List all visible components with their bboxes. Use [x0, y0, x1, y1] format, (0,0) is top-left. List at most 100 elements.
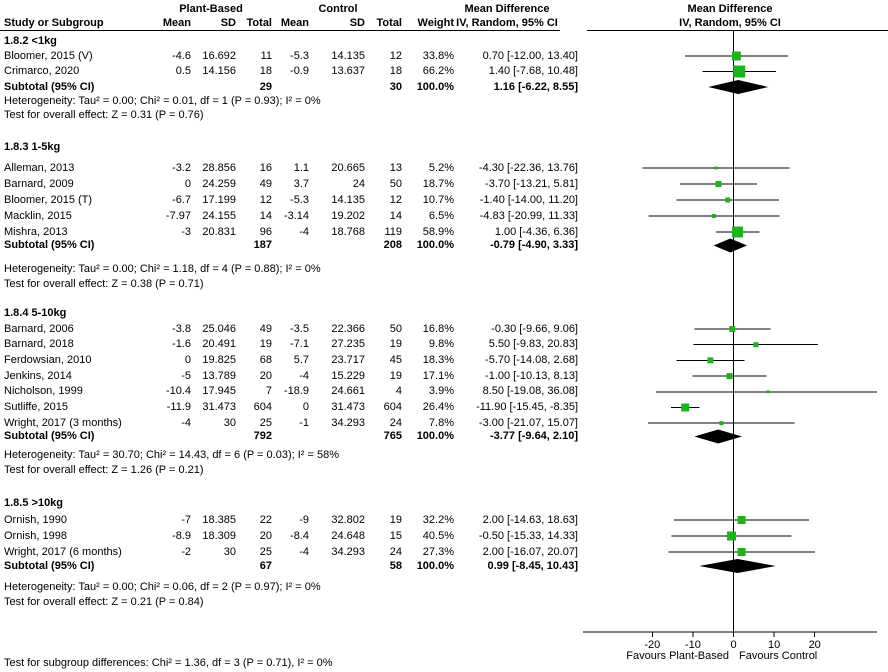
md-ci-text: 1.00 [-4.36, 6.36] — [494, 225, 578, 238]
heterogeneity-row: Heterogeneity: Tau² = 0.00; Chi² = 0.06,… — [0, 580, 888, 595]
subgroup-label: 1.8.3 1-5kg — [4, 140, 61, 153]
c-total: 18 — [389, 65, 402, 77]
pb-total: 12 — [259, 193, 272, 206]
study-name: Ferdowsian, 2010 — [4, 353, 92, 366]
study-row: Ornish, 1990 -7 18.385 22 -9 32.802 19 32.2% 2.0… — [0, 513, 888, 528]
pb-sd: 13.789 — [202, 369, 236, 382]
subtotal-row: Subtotal (95% CI) 187 208 100.0% -0.79 [-4.9… — [0, 238, 888, 253]
md-ci-text: -1.00 [-10.13, 8.13] — [485, 369, 578, 382]
c-sd: 19.202 — [331, 209, 365, 222]
pb-total: 7 — [265, 385, 272, 398]
header-divider-left — [0, 30, 560, 31]
pb-sd: 18.385 — [202, 513, 236, 526]
pb-total: 22 — [259, 513, 272, 526]
weight: 40.5% — [422, 529, 454, 542]
pb-total: 14 — [259, 209, 272, 222]
md-ci-text: -3.00 [-21.07, 15.07] — [478, 416, 578, 429]
axis-tick-label: -20 — [644, 639, 660, 651]
study-row: Jenkins, 2014 -5 13.789 20 -4 15.229 19 17.1% -1… — [0, 369, 888, 384]
pb-mean: -11.9 — [166, 401, 191, 413]
c-total: 604 — [383, 401, 402, 413]
subgroup-label: 1.8.5 >10kg — [4, 496, 64, 509]
subtotal-diamond — [694, 429, 743, 444]
c-sd: 14.135 — [331, 49, 365, 62]
c-mean: -18.9 — [283, 385, 309, 398]
md-ci-text: -0.50 [-15.33, 14.33] — [478, 529, 578, 542]
study-row: Barnard, 2006 -3.8 25.046 49 -3.5 22.366 50 16.… — [0, 322, 888, 337]
pb-mean: -2 — [181, 545, 191, 558]
study-name: Bloomer, 2015 (T) — [4, 193, 93, 206]
subtotal-pb-total: 792 — [253, 430, 272, 442]
c-mean: -4 — [299, 545, 309, 558]
md-plot-column-title: Mean Difference — [687, 3, 773, 15]
pb-total: 25 — [259, 416, 272, 429]
pb-sd: 20.831 — [202, 225, 236, 238]
c-total: 50 — [389, 322, 402, 335]
c-sd: 31.473 — [331, 401, 365, 413]
subtotal-md-ci-text: 0.99 [-8.45, 10.43] — [487, 559, 578, 572]
pb-mean: 0 — [184, 177, 191, 190]
effect-square — [707, 357, 714, 364]
subgroup-label: 1.8.2 <1kg — [4, 34, 57, 47]
overall-effect-text: Test for overall effect: Z = 0.21 (P = 0… — [4, 595, 204, 608]
study-name: Ornish, 1990 — [4, 513, 67, 526]
c-mean: -3.14 — [283, 209, 309, 222]
c-total: 15 — [389, 529, 402, 542]
study-row: Ornish, 1998 -8.9 18.309 20 -8.4 24.648 15 40.5… — [0, 529, 888, 544]
c-sd: 13.637 — [331, 65, 365, 77]
axis-tick-label: -10 — [685, 639, 701, 651]
col-header-pb-total: Total — [246, 17, 272, 29]
c-total: 12 — [389, 49, 402, 62]
md-ci-text: 2.00 [-16.07, 20.07] — [482, 545, 578, 558]
pb-sd: 18.309 — [202, 529, 236, 542]
subtotal-md-ci-text: -0.79 [-4.90, 3.33] — [489, 239, 578, 251]
pb-sd: 28.856 — [202, 161, 236, 174]
subtotal-weight: 100.0% — [416, 430, 454, 442]
study-row: Mishra, 2013 -3 20.831 96 -4 18.768 119 58.9% 1.… — [0, 225, 888, 240]
heterogeneity-row: Heterogeneity: Tau² = 30.70; Chi² = 14.4… — [0, 448, 888, 463]
c-sd: 34.293 — [331, 416, 365, 429]
effect-square — [737, 516, 746, 524]
subtotal-md-ci-text: -3.77 [-9.64, 2.10] — [489, 430, 578, 442]
subtotal-row: Subtotal (95% CI) 29 30 100.0% 1.16 [-6.22, … — [0, 80, 888, 95]
weight: 16.8% — [422, 322, 454, 335]
pb-sd: 24.259 — [202, 177, 236, 190]
pb-sd: 19.825 — [202, 353, 236, 366]
pb-mean: 0 — [184, 353, 191, 366]
c-total: 13 — [389, 161, 402, 174]
subtotal-c-total: 208 — [383, 239, 402, 251]
pb-sd: 24.155 — [202, 209, 236, 222]
c-mean: -0.9 — [290, 65, 309, 77]
col-header-c-mean: Mean — [280, 17, 309, 29]
col-header-c-total: Total — [376, 17, 402, 29]
study-name: Barnard, 2018 — [4, 338, 74, 351]
header-divider-right — [587, 30, 888, 31]
c-mean: -5.3 — [290, 49, 309, 62]
md-text-column-title: Mean Difference — [464, 3, 550, 15]
subtotal-weight: 100.0% — [416, 80, 454, 93]
effect-square — [732, 226, 744, 238]
overall-effect-text: Test for overall effect: Z = 0.31 (P = 0… — [4, 108, 204, 121]
col-header-c-sd: SD — [349, 17, 365, 29]
pb-total: 49 — [259, 177, 272, 190]
c-mean: -8.4 — [290, 529, 309, 542]
study-row: Nicholson, 1999 -10.4 17.945 7 -18.9 24.661 4 3… — [0, 384, 888, 399]
weight: 32.2% — [422, 513, 454, 526]
subtotal-md-ci-text: 1.16 [-6.22, 8.55] — [493, 80, 578, 93]
md-ci-text: -0.30 [-9.66, 9.06] — [491, 322, 578, 335]
weight: 27.3% — [422, 545, 454, 558]
c-mean: 0 — [302, 401, 309, 413]
pb-sd: 17.945 — [202, 385, 236, 398]
group-header-control: Control — [318, 3, 358, 15]
pb-total: 604 — [253, 401, 272, 413]
c-mean: -7.1 — [290, 338, 309, 351]
study-name: Wright, 2017 (3 months) — [4, 416, 122, 429]
effect-square — [737, 548, 746, 556]
weight: 18.3% — [422, 353, 454, 366]
overall-effect-text: Test for overall effect: Z = 1.26 (P = 0… — [4, 463, 204, 476]
subtotal-pb-total: 67 — [259, 559, 272, 572]
study-row: Crimarco, 2020 0.5 14.156 18 -0.9 13.637 18 66.… — [0, 64, 888, 79]
study-name: Mishra, 2013 — [4, 225, 68, 238]
pb-sd: 16.692 — [202, 49, 236, 62]
